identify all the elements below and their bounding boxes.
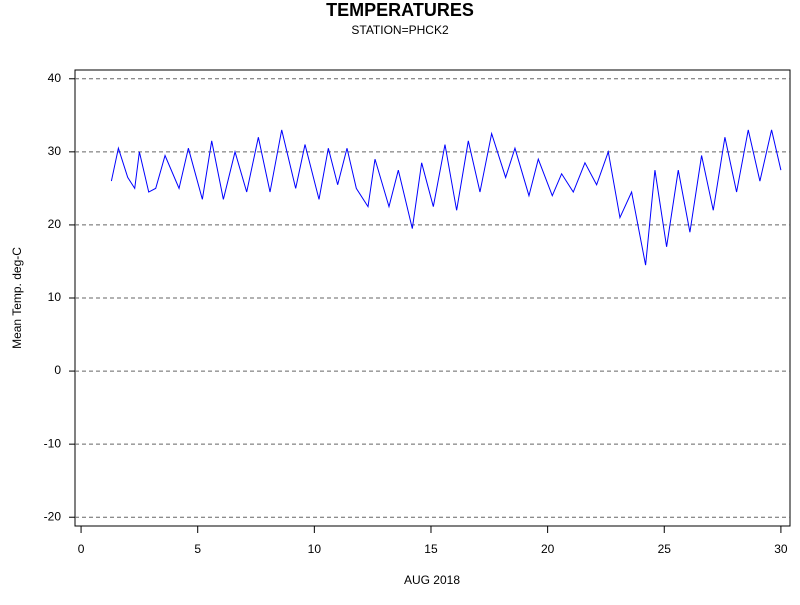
x-axis-label: AUG 2018 — [404, 573, 460, 587]
x-tick-label: 0 — [78, 542, 85, 556]
y-tick-label: -10 — [44, 436, 62, 450]
x-tick-label: 5 — [194, 542, 201, 556]
x-tick-label: 20 — [541, 542, 555, 556]
x-tick-label: 15 — [424, 542, 438, 556]
x-tick-label: 30 — [774, 542, 788, 556]
y-tick-label: 10 — [48, 290, 62, 304]
x-tick-label: 10 — [308, 542, 322, 556]
y-tick-label: 30 — [48, 144, 62, 158]
chart-subtitle: STATION=PHCK2 — [351, 23, 449, 37]
y-tick-label: 20 — [48, 217, 62, 231]
x-tick-label: 25 — [658, 542, 672, 556]
temperature-line — [110, 129, 782, 266]
y-tick-label: -20 — [44, 509, 62, 523]
y-tick-label: 40 — [48, 71, 62, 85]
chart-title: TEMPERATURES — [326, 0, 474, 20]
y-axis-label: Mean Temp. deg-C — [10, 247, 24, 349]
y-tick-label: 0 — [54, 363, 61, 377]
